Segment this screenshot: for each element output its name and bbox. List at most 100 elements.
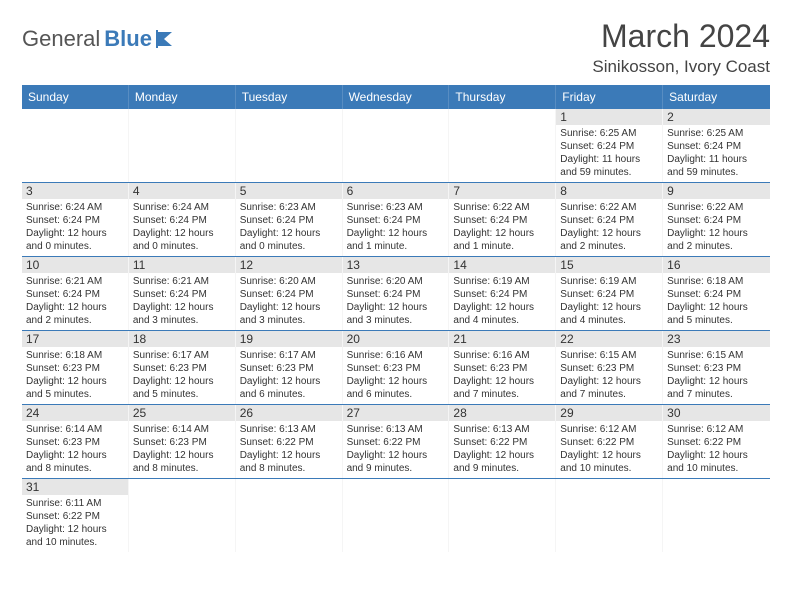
calendar-week: 24 Sunrise: 6:14 AMSunset: 6:23 PMDayligh…	[22, 405, 770, 479]
calendar-cell: 30 Sunrise: 6:12 AMSunset: 6:22 PMDayligh…	[663, 405, 770, 478]
calendar-cell	[449, 479, 556, 552]
calendar-cell: 22 Sunrise: 6:15 AMSunset: 6:23 PMDayligh…	[556, 331, 663, 404]
day-details: Sunrise: 6:20 AMSunset: 6:24 PMDaylight:…	[240, 275, 338, 327]
calendar-week: 1 Sunrise: 6:25 AMSunset: 6:24 PMDaylight…	[22, 109, 770, 183]
day-number: 31	[22, 479, 128, 495]
day-details: Sunrise: 6:24 AMSunset: 6:24 PMDaylight:…	[26, 201, 124, 253]
day-number: 2	[663, 109, 770, 125]
calendar-cell: 7 Sunrise: 6:22 AMSunset: 6:24 PMDaylight…	[449, 183, 556, 256]
calendar-cell	[236, 479, 343, 552]
day-details: Sunrise: 6:24 AMSunset: 6:24 PMDaylight:…	[133, 201, 231, 253]
day-details: Sunrise: 6:12 AMSunset: 6:22 PMDaylight:…	[560, 423, 658, 475]
day-details: Sunrise: 6:17 AMSunset: 6:23 PMDaylight:…	[240, 349, 338, 401]
calendar: SundayMondayTuesdayWednesdayThursdayFrid…	[22, 85, 770, 552]
day-details: Sunrise: 6:25 AMSunset: 6:24 PMDaylight:…	[667, 127, 766, 179]
day-number: 24	[22, 405, 128, 421]
day-number: 28	[449, 405, 555, 421]
calendar-cell: 20 Sunrise: 6:16 AMSunset: 6:23 PMDayligh…	[343, 331, 450, 404]
calendar-body: 1 Sunrise: 6:25 AMSunset: 6:24 PMDaylight…	[22, 109, 770, 552]
calendar-cell: 19Sunrise: 6:17 AMSunset: 6:23 PMDayligh…	[236, 331, 343, 404]
day-details: Sunrise: 6:22 AMSunset: 6:24 PMDaylight:…	[560, 201, 658, 253]
day-details: Sunrise: 6:14 AMSunset: 6:23 PMDaylight:…	[133, 423, 231, 475]
day-details: Sunrise: 6:19 AMSunset: 6:24 PMDaylight:…	[560, 275, 658, 327]
day-number: 14	[449, 257, 555, 273]
day-details: Sunrise: 6:22 AMSunset: 6:24 PMDaylight:…	[453, 201, 551, 253]
calendar-header-cell: Wednesday	[343, 85, 450, 109]
logo-flag-icon	[156, 30, 180, 48]
calendar-header-cell: Sunday	[22, 85, 129, 109]
day-details: Sunrise: 6:11 AMSunset: 6:22 PMDaylight:…	[26, 497, 124, 549]
calendar-cell: 31 Sunrise: 6:11 AMSunset: 6:22 PMDayligh…	[22, 479, 129, 552]
day-number: 9	[663, 183, 770, 199]
calendar-cell	[129, 109, 236, 182]
day-details: Sunrise: 6:15 AMSunset: 6:23 PMDaylight:…	[560, 349, 658, 401]
day-number: 10	[22, 257, 128, 273]
day-details: Sunrise: 6:18 AMSunset: 6:24 PMDaylight:…	[667, 275, 766, 327]
calendar-cell: 14Sunrise: 6:19 AMSunset: 6:24 PMDayligh…	[449, 257, 556, 330]
calendar-cell: 9Sunrise: 6:22 AMSunset: 6:24 PMDaylight…	[663, 183, 770, 256]
day-details: Sunrise: 6:15 AMSunset: 6:23 PMDaylight:…	[667, 349, 766, 401]
calendar-cell: 10 Sunrise: 6:21 AMSunset: 6:24 PMDayligh…	[22, 257, 129, 330]
calendar-cell: 17 Sunrise: 6:18 AMSunset: 6:23 PMDayligh…	[22, 331, 129, 404]
calendar-cell	[343, 479, 450, 552]
day-details: Sunrise: 6:13 AMSunset: 6:22 PMDaylight:…	[453, 423, 551, 475]
calendar-cell	[22, 109, 129, 182]
day-details: Sunrise: 6:12 AMSunset: 6:22 PMDaylight:…	[667, 423, 766, 475]
calendar-cell: 29 Sunrise: 6:12 AMSunset: 6:22 PMDayligh…	[556, 405, 663, 478]
day-number: 25	[129, 405, 235, 421]
day-number: 26	[236, 405, 342, 421]
day-details: Sunrise: 6:18 AMSunset: 6:23 PMDaylight:…	[26, 349, 124, 401]
day-details: Sunrise: 6:13 AMSunset: 6:22 PMDaylight:…	[240, 423, 338, 475]
day-details: Sunrise: 6:23 AMSunset: 6:24 PMDaylight:…	[347, 201, 445, 253]
day-number: 4	[129, 183, 235, 199]
day-number: 12	[236, 257, 342, 273]
day-number: 21	[449, 331, 555, 347]
day-number: 5	[236, 183, 342, 199]
calendar-cell: 2 Sunrise: 6:25 AMSunset: 6:24 PMDaylight…	[663, 109, 770, 182]
day-number: 7	[449, 183, 555, 199]
calendar-week: 31 Sunrise: 6:11 AMSunset: 6:22 PMDayligh…	[22, 479, 770, 552]
day-number: 29	[556, 405, 662, 421]
calendar-cell: 12 Sunrise: 6:20 AMSunset: 6:24 PMDayligh…	[236, 257, 343, 330]
calendar-week: 17 Sunrise: 6:18 AMSunset: 6:23 PMDayligh…	[22, 331, 770, 405]
day-details: Sunrise: 6:21 AMSunset: 6:24 PMDaylight:…	[133, 275, 231, 327]
calendar-cell: 24 Sunrise: 6:14 AMSunset: 6:23 PMDayligh…	[22, 405, 129, 478]
day-number: 13	[343, 257, 449, 273]
day-details: Sunrise: 6:17 AMSunset: 6:23 PMDaylight:…	[133, 349, 231, 401]
calendar-header-cell: Saturday	[663, 85, 770, 109]
day-details: Sunrise: 6:20 AMSunset: 6:24 PMDaylight:…	[347, 275, 445, 327]
calendar-cell: 23 Sunrise: 6:15 AMSunset: 6:23 PMDayligh…	[663, 331, 770, 404]
logo: GeneralBlue	[22, 26, 180, 52]
day-number: 17	[22, 331, 128, 347]
calendar-cell: 15 Sunrise: 6:19 AMSunset: 6:24 PMDayligh…	[556, 257, 663, 330]
calendar-header-cell: Thursday	[449, 85, 556, 109]
calendar-cell: 25 Sunrise: 6:14 AMSunset: 6:23 PMDayligh…	[129, 405, 236, 478]
day-details: Sunrise: 6:16 AMSunset: 6:23 PMDaylight:…	[453, 349, 551, 401]
calendar-cell	[236, 109, 343, 182]
day-number: 15	[556, 257, 662, 273]
day-details: Sunrise: 6:25 AMSunset: 6:24 PMDaylight:…	[560, 127, 658, 179]
calendar-header-row: SundayMondayTuesdayWednesdayThursdayFrid…	[22, 85, 770, 109]
day-number: 1	[556, 109, 662, 125]
day-details: Sunrise: 6:21 AMSunset: 6:24 PMDaylight:…	[26, 275, 124, 327]
day-number: 30	[663, 405, 770, 421]
calendar-cell: 11Sunrise: 6:21 AMSunset: 6:24 PMDayligh…	[129, 257, 236, 330]
day-details: Sunrise: 6:23 AMSunset: 6:24 PMDaylight:…	[240, 201, 338, 253]
calendar-header-cell: Monday	[129, 85, 236, 109]
day-number: 20	[343, 331, 449, 347]
calendar-cell	[556, 479, 663, 552]
calendar-cell: 16 Sunrise: 6:18 AMSunset: 6:24 PMDayligh…	[663, 257, 770, 330]
day-number: 27	[343, 405, 449, 421]
calendar-cell: 28 Sunrise: 6:13 AMSunset: 6:22 PMDayligh…	[449, 405, 556, 478]
month-title: March 2024	[592, 18, 770, 55]
day-number: 16	[663, 257, 770, 273]
calendar-cell	[343, 109, 450, 182]
day-details: Sunrise: 6:14 AMSunset: 6:23 PMDaylight:…	[26, 423, 124, 475]
day-number: 22	[556, 331, 662, 347]
day-details: Sunrise: 6:16 AMSunset: 6:23 PMDaylight:…	[347, 349, 445, 401]
calendar-cell: 4 Sunrise: 6:24 AMSunset: 6:24 PMDaylight…	[129, 183, 236, 256]
calendar-cell: 21 Sunrise: 6:16 AMSunset: 6:23 PMDayligh…	[449, 331, 556, 404]
calendar-cell: 26 Sunrise: 6:13 AMSunset: 6:22 PMDayligh…	[236, 405, 343, 478]
calendar-cell	[129, 479, 236, 552]
day-number: 23	[663, 331, 770, 347]
